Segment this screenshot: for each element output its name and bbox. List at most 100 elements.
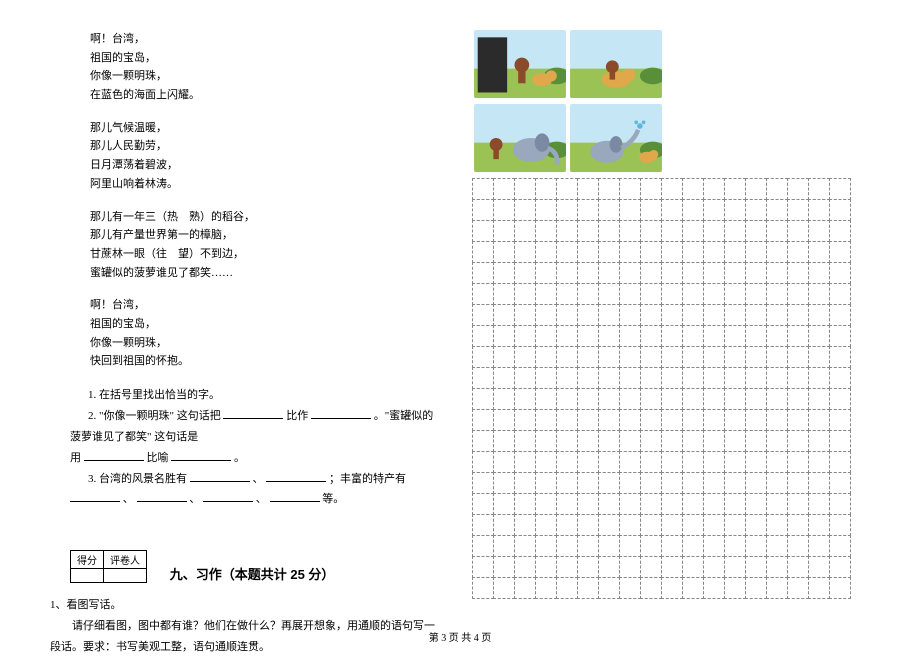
grid-cell[interactable] [808, 556, 830, 578]
grid-cell[interactable] [514, 451, 536, 473]
grid-cell[interactable] [766, 451, 788, 473]
grid-cell[interactable] [472, 262, 494, 284]
grid-cell[interactable] [640, 325, 662, 347]
grid-cell[interactable] [577, 199, 599, 221]
grid-cell[interactable] [535, 325, 557, 347]
grid-cell[interactable] [745, 367, 767, 389]
grid-cell[interactable] [766, 388, 788, 410]
grid-cell[interactable] [535, 346, 557, 368]
grid-cell[interactable] [787, 220, 809, 242]
grid-cell[interactable] [829, 346, 851, 368]
grid-cell[interactable] [724, 409, 746, 431]
grid-cell[interactable] [829, 220, 851, 242]
grid-cell[interactable] [808, 346, 830, 368]
grid-cell[interactable] [661, 535, 683, 557]
grid-cell[interactable] [829, 262, 851, 284]
grid-cell[interactable] [829, 304, 851, 326]
grid-cell[interactable] [493, 388, 515, 410]
grid-cell[interactable] [514, 577, 536, 599]
grid-cell[interactable] [535, 430, 557, 452]
grid-cell[interactable] [472, 241, 494, 263]
grid-cell[interactable] [598, 178, 620, 200]
grid-cell[interactable] [703, 346, 725, 368]
grid-cell[interactable] [682, 451, 704, 473]
grid-cell[interactable] [808, 262, 830, 284]
grid-cell[interactable] [829, 430, 851, 452]
grid-cell[interactable] [472, 346, 494, 368]
blank[interactable] [266, 470, 326, 482]
grid-cell[interactable] [829, 556, 851, 578]
grid-cell[interactable] [577, 388, 599, 410]
grid-cell[interactable] [829, 577, 851, 599]
grid-cell[interactable] [787, 535, 809, 557]
grid-cell[interactable] [829, 178, 851, 200]
grid-cell[interactable] [829, 451, 851, 473]
grid-cell[interactable] [493, 556, 515, 578]
grid-cell[interactable] [640, 409, 662, 431]
grid-cell[interactable] [682, 367, 704, 389]
grid-cell[interactable] [640, 346, 662, 368]
grid-cell[interactable] [619, 199, 641, 221]
grid-cell[interactable] [472, 388, 494, 410]
grid-cell[interactable] [493, 325, 515, 347]
grid-cell[interactable] [640, 472, 662, 494]
grid-cell[interactable] [493, 199, 515, 221]
grid-cell[interactable] [535, 493, 557, 515]
grid-cell[interactable] [493, 178, 515, 200]
grid-cell[interactable] [829, 514, 851, 536]
grid-cell[interactable] [619, 514, 641, 536]
grid-cell[interactable] [535, 409, 557, 431]
grid-cell[interactable] [577, 304, 599, 326]
blank[interactable] [223, 407, 283, 419]
grid-cell[interactable] [682, 535, 704, 557]
grid-cell[interactable] [766, 241, 788, 263]
grid-cell[interactable] [535, 514, 557, 536]
grid-cell[interactable] [598, 262, 620, 284]
grid-cell[interactable] [619, 346, 641, 368]
grid-cell[interactable] [514, 241, 536, 263]
grid-cell[interactable] [829, 472, 851, 494]
grid-cell[interactable] [808, 220, 830, 242]
grid-cell[interactable] [682, 325, 704, 347]
grid-cell[interactable] [598, 577, 620, 599]
grid-cell[interactable] [619, 409, 641, 431]
grid-cell[interactable] [745, 346, 767, 368]
grid-cell[interactable] [514, 367, 536, 389]
grid-cell[interactable] [724, 178, 746, 200]
grid-cell[interactable] [514, 409, 536, 431]
grid-cell[interactable] [724, 262, 746, 284]
grid-cell[interactable] [556, 556, 578, 578]
grid-cell[interactable] [493, 493, 515, 515]
grid-cell[interactable] [472, 409, 494, 431]
grid-cell[interactable] [577, 409, 599, 431]
grid-cell[interactable] [766, 178, 788, 200]
grid-cell[interactable] [577, 178, 599, 200]
grid-cell[interactable] [577, 514, 599, 536]
grid-cell[interactable] [556, 409, 578, 431]
grid-cell[interactable] [724, 493, 746, 515]
grid-cell[interactable] [787, 388, 809, 410]
grid-cell[interactable] [703, 325, 725, 347]
blank[interactable] [203, 490, 253, 502]
grid-cell[interactable] [556, 451, 578, 473]
grid-cell[interactable] [640, 220, 662, 242]
grid-cell[interactable] [640, 577, 662, 599]
grid-cell[interactable] [535, 388, 557, 410]
grid-cell[interactable] [640, 493, 662, 515]
grid-cell[interactable] [787, 199, 809, 221]
grid-cell[interactable] [472, 556, 494, 578]
grid-cell[interactable] [766, 556, 788, 578]
grid-cell[interactable] [493, 577, 515, 599]
grid-cell[interactable] [766, 493, 788, 515]
grid-cell[interactable] [577, 451, 599, 473]
grid-cell[interactable] [703, 283, 725, 305]
grid-cell[interactable] [598, 283, 620, 305]
grid-cell[interactable] [703, 451, 725, 473]
grid-cell[interactable] [808, 325, 830, 347]
grid-cell[interactable] [535, 556, 557, 578]
grid-cell[interactable] [724, 199, 746, 221]
grid-cell[interactable] [619, 430, 641, 452]
grid-cell[interactable] [766, 199, 788, 221]
grid-cell[interactable] [829, 409, 851, 431]
grid-cell[interactable] [556, 577, 578, 599]
